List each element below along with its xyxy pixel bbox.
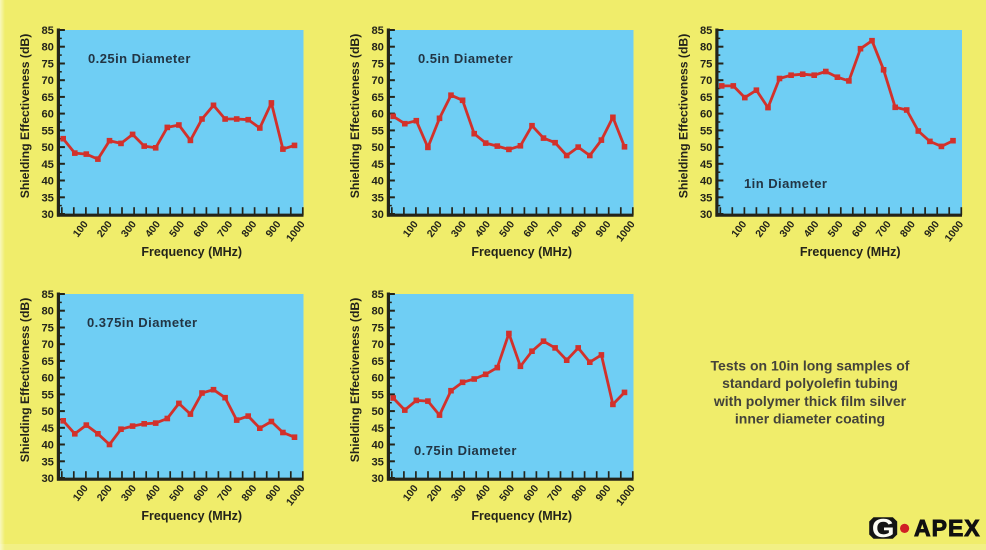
svg-text:Frequency (MHz): Frequency (MHz) <box>800 245 901 259</box>
svg-text:55: 55 <box>41 125 53 137</box>
svg-text:80: 80 <box>700 42 712 54</box>
svg-text:75: 75 <box>41 59 53 71</box>
svg-text:60: 60 <box>41 109 53 121</box>
svg-text:50: 50 <box>371 406 383 418</box>
svg-text:35: 35 <box>371 192 383 204</box>
svg-text:40: 40 <box>41 176 53 188</box>
svg-text:Frequency (MHz): Frequency (MHz) <box>471 509 572 523</box>
svg-text:0.5in Diameter: 0.5in Diameter <box>418 51 513 66</box>
svg-text:40: 40 <box>371 440 383 452</box>
svg-text:45: 45 <box>371 159 383 171</box>
svg-text:75: 75 <box>41 323 53 335</box>
svg-text:Shielding Effectiveness (dB): Shielding Effectiveness (dB) <box>18 34 32 199</box>
svg-text:85: 85 <box>700 25 712 37</box>
svg-text:60: 60 <box>41 373 53 385</box>
svg-text:75: 75 <box>700 59 712 71</box>
svg-text:50: 50 <box>700 142 712 154</box>
svg-text:80: 80 <box>41 42 53 54</box>
svg-text:30: 30 <box>41 209 53 221</box>
svg-text:0.75in Diameter: 0.75in Diameter <box>414 443 517 458</box>
svg-text:Shielding Effectiveness (dB): Shielding Effectiveness (dB) <box>18 298 32 463</box>
svg-text:65: 65 <box>41 356 53 368</box>
svg-text:70: 70 <box>700 75 712 87</box>
svg-text:with polymer thick film silver: with polymer thick film silver <box>713 393 907 409</box>
svg-text:75: 75 <box>371 59 383 71</box>
svg-text:APEX: APEX <box>914 515 981 541</box>
svg-text:45: 45 <box>41 159 53 171</box>
svg-text:1in Diameter: 1in Diameter <box>744 176 827 191</box>
svg-text:65: 65 <box>371 92 383 104</box>
svg-text:65: 65 <box>371 356 383 368</box>
svg-text:50: 50 <box>371 142 383 154</box>
svg-text:85: 85 <box>371 25 383 37</box>
svg-text:Frequency (MHz): Frequency (MHz) <box>141 245 242 259</box>
svg-text:70: 70 <box>41 339 53 351</box>
svg-text:60: 60 <box>700 109 712 121</box>
svg-text:45: 45 <box>371 423 383 435</box>
svg-text:85: 85 <box>371 289 383 301</box>
svg-text:80: 80 <box>371 42 383 54</box>
svg-text:55: 55 <box>371 125 383 137</box>
svg-text:70: 70 <box>371 75 383 87</box>
svg-text:Frequency (MHz): Frequency (MHz) <box>141 509 242 523</box>
svg-text:80: 80 <box>371 306 383 318</box>
svg-text:75: 75 <box>371 323 383 335</box>
svg-text:45: 45 <box>700 159 712 171</box>
svg-text:35: 35 <box>41 192 53 204</box>
svg-text:35: 35 <box>41 456 53 468</box>
svg-text:50: 50 <box>41 142 53 154</box>
svg-text:Tests on 10in long samples of: Tests on 10in long samples of <box>711 358 910 374</box>
svg-text:45: 45 <box>41 423 53 435</box>
svg-text:70: 70 <box>41 75 53 87</box>
svg-text:40: 40 <box>41 440 53 452</box>
svg-text:55: 55 <box>41 389 53 401</box>
svg-text:0.375in Diameter: 0.375in Diameter <box>87 315 198 330</box>
svg-text:60: 60 <box>371 109 383 121</box>
svg-text:0.25in Diameter: 0.25in Diameter <box>88 51 191 66</box>
svg-text:55: 55 <box>371 389 383 401</box>
svg-text:60: 60 <box>371 373 383 385</box>
svg-text:55: 55 <box>700 125 712 137</box>
svg-text:80: 80 <box>41 306 53 318</box>
svg-text:30: 30 <box>371 209 383 221</box>
svg-text:65: 65 <box>700 92 712 104</box>
svg-text:35: 35 <box>700 192 712 204</box>
svg-text:40: 40 <box>700 176 712 188</box>
svg-text:40: 40 <box>371 176 383 188</box>
svg-text:85: 85 <box>41 25 53 37</box>
svg-text:50: 50 <box>41 406 53 418</box>
svg-text:65: 65 <box>41 92 53 104</box>
svg-text:30: 30 <box>700 209 712 221</box>
svg-text:30: 30 <box>41 473 53 485</box>
svg-text:inner diameter coating: inner diameter coating <box>735 411 885 427</box>
svg-text:35: 35 <box>371 456 383 468</box>
svg-text:Shielding Effectiveness (dB): Shielding Effectiveness (dB) <box>348 34 362 199</box>
svg-text:85: 85 <box>41 289 53 301</box>
svg-text:Shielding Effectiveness (dB): Shielding Effectiveness (dB) <box>677 34 691 199</box>
svg-text:Shielding Effectiveness (dB): Shielding Effectiveness (dB) <box>348 298 362 463</box>
svg-text:70: 70 <box>371 339 383 351</box>
svg-text:Frequency (MHz): Frequency (MHz) <box>471 245 572 259</box>
svg-text:30: 30 <box>371 473 383 485</box>
svg-text:G: G <box>872 514 895 543</box>
svg-text:standard polyolefin tubing: standard polyolefin tubing <box>722 375 898 391</box>
